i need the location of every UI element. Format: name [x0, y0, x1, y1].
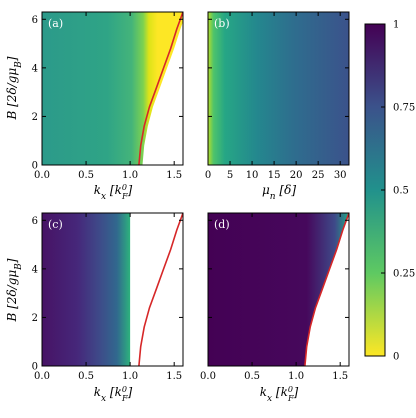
- y-tick-label: 6: [32, 15, 38, 26]
- x-tick-label: 0.5: [78, 371, 94, 382]
- panel-d-heatmap: [208, 213, 349, 366]
- panel-a-ylabel: B [2δ/gμB]: [5, 56, 24, 120]
- panel-d-frame: [207, 212, 350, 367]
- y-tick-label: 6: [32, 216, 38, 227]
- y-tick-label: 0: [32, 362, 38, 373]
- panel-a: (a) 0.0 0.5 1.0 1.5 0 2 4 6: [32, 11, 184, 181]
- panel-c-boundary-curve: [138, 213, 183, 366]
- panel-b-frame: [207, 11, 350, 166]
- x-tick-label: 10: [246, 170, 259, 181]
- colorbar-tick-label: 0.75: [393, 103, 415, 114]
- panel-a-heatmap: [42, 12, 183, 165]
- colorbar-ticks: 0 0.25 0.5 0.75 1: [381, 20, 415, 363]
- panel-c: (c) 0.0 0.5 1.0 1.5 0 2 4 6: [32, 212, 184, 382]
- panel-d-ticks: 0.0 0.5 1.0 1.5: [200, 213, 349, 382]
- panel-a-xlabel: kx [k0 F]: [94, 183, 133, 203]
- panel-a-ticks: 0.0 0.5 1.0 1.5 0 2 4 6: [32, 12, 183, 181]
- x-tick-label: 0.0: [34, 371, 50, 382]
- panel-b-xlabel: μn [δ]: [262, 183, 296, 202]
- panel-b: (b) 0 5 10 15 20 25 30: [205, 11, 350, 181]
- y-tick-label: 0: [32, 161, 38, 172]
- panel-d-xlabel: kx [k0 F]: [260, 385, 299, 405]
- x-tick-label: 30: [334, 170, 347, 181]
- x-tick-label: 1.5: [332, 371, 348, 382]
- colorbar-tick-label: 1: [393, 20, 399, 31]
- panel-d-label: (d): [214, 218, 230, 231]
- x-tick-label: 1.0: [122, 170, 138, 181]
- x-tick-label: 1.5: [166, 170, 182, 181]
- panel-b-heatmap: [208, 12, 349, 165]
- y-tick-label: 4: [32, 264, 38, 275]
- x-tick-label: 0.0: [34, 170, 50, 181]
- panel-c-label: (c): [48, 218, 63, 231]
- panel-a-frame: [41, 11, 184, 166]
- x-tick-label: 1.0: [288, 371, 304, 382]
- x-tick-label: 0.5: [244, 371, 260, 382]
- colorbar-tick-label: 0.25: [393, 269, 415, 280]
- x-tick-label: 5: [227, 170, 233, 181]
- panel-c-frame: [41, 212, 184, 367]
- panel-a-boundary-curve: [138, 12, 183, 165]
- y-tick-label: 4: [32, 63, 38, 74]
- x-tick-label: 15: [268, 170, 281, 181]
- colorbar: 0 0.25 0.5 0.75 1: [364, 20, 415, 363]
- colorbar-tick-label: 0.5: [393, 186, 409, 197]
- x-tick-label: 20: [290, 170, 303, 181]
- panel-c-ticks: 0.0 0.5 1.0 1.5 0 2 4 6: [32, 213, 183, 382]
- panel-d-boundary-curve: [304, 213, 349, 366]
- x-tick-label: 0.0: [200, 371, 216, 382]
- x-tick-label: 1.5: [166, 371, 182, 382]
- x-tick-label: 0.5: [78, 170, 94, 181]
- x-tick-label: 1.0: [122, 371, 138, 382]
- y-tick-label: 2: [32, 112, 38, 123]
- panel-c-ylabel: B [2δ/gμB]: [5, 258, 24, 322]
- panel-a-label: (a): [48, 17, 63, 30]
- x-tick-label: 0: [205, 170, 211, 181]
- panel-c-heatmap: [42, 213, 131, 366]
- x-tick-label: 25: [312, 170, 325, 181]
- panel-d: (d) 0.0 0.5 1.0 1.5: [200, 212, 350, 382]
- panel-b-label: (b): [214, 17, 230, 30]
- y-tick-label: 2: [32, 313, 38, 324]
- panel-c-xlabel: kx [k0 F]: [94, 385, 133, 405]
- panel-b-ticks: 0 5 10 15 20 25 30: [205, 12, 349, 181]
- colorbar-tick-label: 0: [393, 352, 399, 363]
